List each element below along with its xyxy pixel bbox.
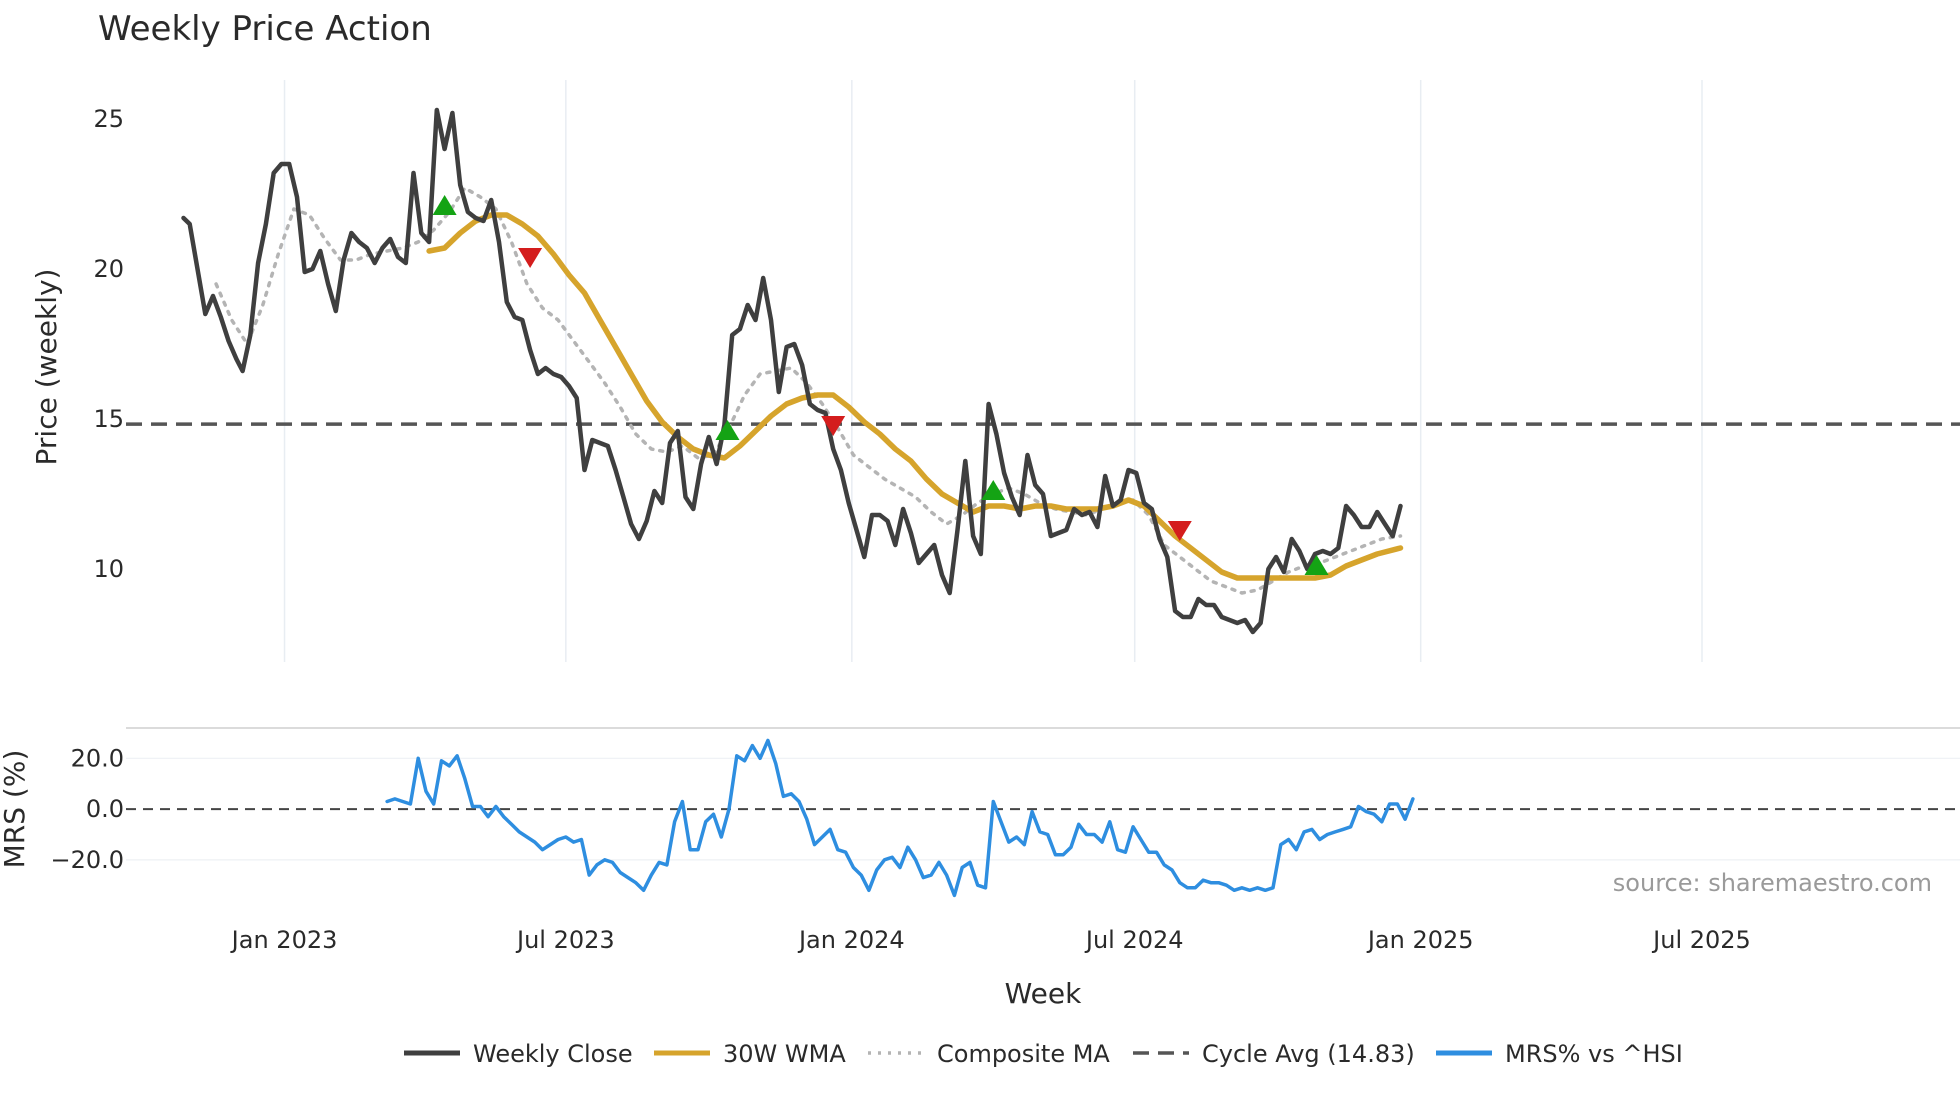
mrs-grid: 20.0 0.0 −20.0 <box>50 744 1960 874</box>
signals <box>432 195 1329 575</box>
price-y-tick-label: 20 <box>93 255 124 283</box>
price-y-tick-label: 15 <box>93 405 124 433</box>
buy-signal-marker <box>981 480 1006 500</box>
buy-signal-marker <box>1304 555 1329 575</box>
sell-signal-marker <box>821 416 846 436</box>
legend-label-mrs-vs-hsi: MRS% vs ^HSI <box>1505 1040 1683 1068</box>
price-y-tick-label: 10 <box>93 555 124 583</box>
x-tick-label: Jul 2025 <box>1651 926 1751 954</box>
price-axis-label: Price (weekly) <box>30 269 63 466</box>
x-tick-label: Jul 2023 <box>515 926 615 954</box>
x-tick-label: Jan 2023 <box>230 926 338 954</box>
sell-signal-marker <box>518 248 543 268</box>
x-tick-label: Jan 2024 <box>797 926 905 954</box>
buy-signal-marker <box>432 195 457 215</box>
mrs-y-tick-label: −20.0 <box>50 846 124 874</box>
legend: Weekly Close 30W WMA Composite MA Cycle Avg… <box>404 1040 1683 1068</box>
price-grid: 10 15 20 25 <box>93 80 1960 662</box>
mrs-y-tick-label: 20.0 <box>71 744 124 772</box>
30w-wma-line <box>426 212 1404 581</box>
x-ticks: Jan 2023 Jul 2023 Jan 2024 Jul 2024 Jan 2025… <box>230 926 1751 954</box>
x-tick-label: Jul 2024 <box>1084 926 1184 954</box>
mrs-y-tick-label: 0.0 <box>86 795 124 823</box>
composite-ma-line <box>214 186 1403 595</box>
legend-label-composite-ma: Composite MA <box>937 1040 1110 1068</box>
x-axis-label: Week <box>1005 977 1082 1010</box>
legend-label-30w-wma: 30W WMA <box>723 1040 846 1068</box>
weekly-close-line <box>181 107 1403 635</box>
chart-title: Weekly Price Action <box>98 9 432 49</box>
legend-label-weekly-close: Weekly Close <box>473 1040 633 1068</box>
legend-label-cycle-avg-14-83: Cycle Avg (14.83) <box>1202 1040 1415 1068</box>
mrs-vs-hsi-line <box>385 738 1415 898</box>
x-tick-label: Jan 2025 <box>1366 926 1474 954</box>
price-series <box>181 107 1404 635</box>
source-annotation: source: sharemaestro.com <box>1613 869 1932 897</box>
buy-signal-marker <box>715 420 740 440</box>
sell-signal-marker <box>1167 521 1192 541</box>
price-y-tick-label: 25 <box>93 105 124 133</box>
mrs-series <box>385 738 1415 898</box>
mrs-axis-label: MRS (%) <box>0 750 31 869</box>
